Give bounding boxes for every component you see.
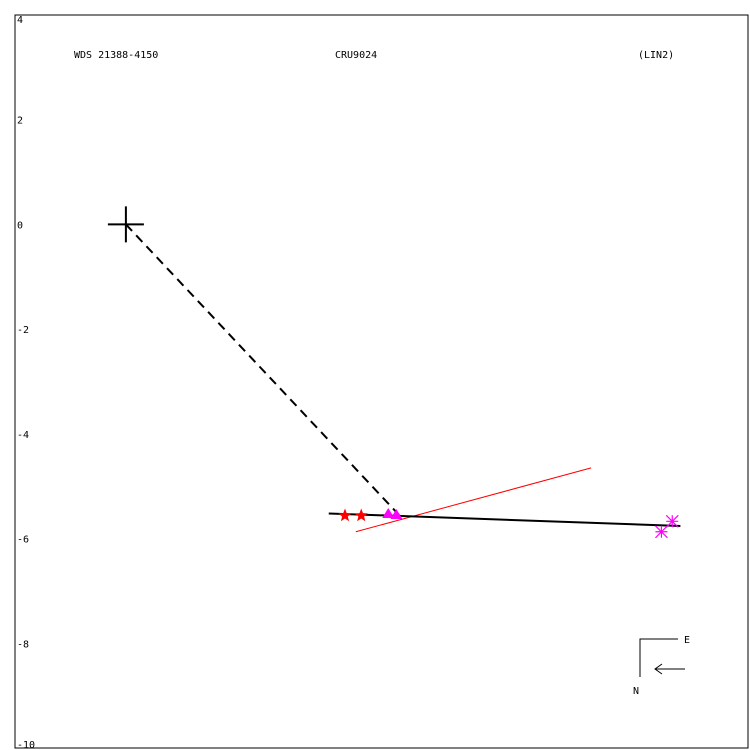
asterisk-marker [655, 525, 668, 539]
y-tick-label: -8 [17, 639, 29, 650]
header-center: CRU9024 [335, 50, 377, 61]
y-tick-label: -6 [17, 535, 29, 546]
plot-frame [14, 14, 749, 749]
compass: E N [633, 635, 690, 697]
compass-east-label: E [684, 635, 690, 646]
triangle-marker [382, 507, 395, 518]
compass-arrow [654, 663, 685, 675]
y-tick-label: 2 [17, 116, 23, 127]
compass-north-label: N [633, 686, 639, 697]
y-axis-ticks: 4 2 0 -2 -4 -6 -8 -10 [17, 15, 35, 750]
asterisk-marker [665, 514, 679, 528]
y-tick-label: -4 [17, 430, 29, 441]
y-tick-label: -10 [17, 740, 35, 750]
red-line [355, 467, 592, 533]
y-tick-label: 0 [17, 220, 23, 231]
header-right: (LIN2) [638, 50, 674, 61]
star-marker [338, 508, 352, 522]
origin-cross-marker [107, 206, 144, 243]
black-line [328, 512, 681, 528]
y-tick-label: -2 [17, 325, 29, 336]
triangle-marker [390, 509, 403, 520]
star-marker [354, 508, 368, 522]
compass-axes [639, 638, 678, 677]
header-left: WDS 21388-4150 [74, 50, 158, 61]
plot-markers [338, 507, 679, 539]
dashed-line [125, 223, 400, 516]
y-tick-label: 4 [17, 15, 23, 26]
plot-lines [107, 206, 681, 533]
